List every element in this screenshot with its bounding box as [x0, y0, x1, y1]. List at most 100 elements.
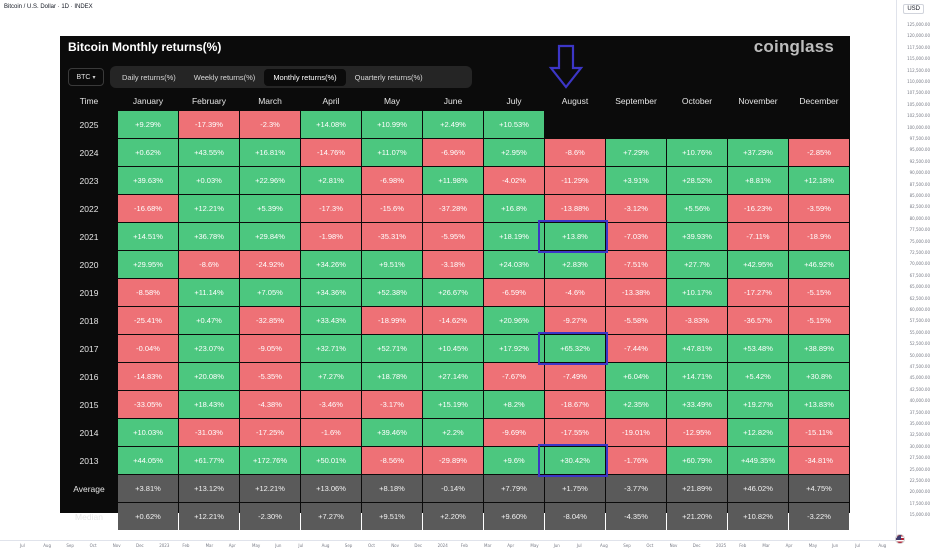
- time-tick: Mar: [484, 543, 492, 548]
- price-tick: 82,500.00: [909, 204, 930, 210]
- table-cell: -2.3%: [240, 111, 300, 138]
- price-tick: 60,000.00: [909, 307, 930, 312]
- table-cell: +1.75%: [545, 475, 605, 502]
- header-month: January: [132, 96, 164, 106]
- table-cell: +16.81%: [240, 139, 300, 166]
- time-tick: Aug: [600, 543, 608, 548]
- price-tick: 72,500.00: [909, 250, 930, 255]
- symbol-title[interactable]: Bitcoin / U.S. Dollar · 1D · INDEX: [4, 4, 93, 10]
- header-month: March: [258, 96, 282, 106]
- tab-weekly[interactable]: Weekly returns(%): [193, 72, 256, 82]
- table-cell: -17.25%: [240, 419, 300, 446]
- table-cell: +29.84%: [240, 223, 300, 250]
- time-tick: Nov: [112, 543, 121, 548]
- coin-select[interactable]: BTC ▾: [68, 68, 104, 86]
- year-label: 2025: [79, 120, 99, 130]
- table-cell: +39.63%: [118, 167, 178, 194]
- table-cell: -17.39%: [179, 111, 239, 138]
- table-cell: +33.49%: [667, 391, 727, 418]
- currency-button[interactable]: USD: [903, 4, 924, 14]
- year-label: 2022: [79, 204, 99, 214]
- table-cell: -24.92%: [240, 251, 300, 278]
- table-cell: +18.43%: [179, 391, 239, 418]
- table-cell: +30.8%: [789, 363, 849, 390]
- table-cell: +0.62%: [118, 139, 178, 166]
- table-cell: +44.05%: [118, 447, 178, 474]
- time-axis[interactable]: Jul Aug Sep Oct Nov Dec 2023 Feb Mar Apr May Jun Jul…: [0, 540, 896, 550]
- time-tick: Jul: [576, 543, 582, 548]
- time-tick: 2025: [716, 543, 727, 548]
- table-cell: -6.96%: [423, 139, 483, 166]
- time-tick: Jul: [855, 543, 861, 548]
- price-tick: 80,000.00: [909, 215, 930, 221]
- table-cell: +32.71%: [301, 335, 361, 362]
- table-cell: -13.38%: [606, 279, 666, 306]
- table-cell: -3.18%: [423, 251, 483, 278]
- price-tick: 37,500.00: [909, 409, 930, 415]
- table-cell: +10.99%: [362, 111, 422, 138]
- table-cell: +26.67%: [423, 279, 483, 306]
- table-cell: -7.51%: [606, 251, 666, 278]
- price-tick: 42,500.00: [909, 386, 930, 392]
- price-tick: 125,000.00: [907, 22, 930, 27]
- table-cell: +12.82%: [728, 419, 788, 446]
- table-cell: +22.96%: [240, 167, 300, 194]
- table-cell: +23.07%: [179, 335, 239, 362]
- table-cell: +11.98%: [423, 167, 483, 194]
- table-cell: +27.7%: [667, 251, 727, 278]
- table-cell: +12.21%: [179, 195, 239, 222]
- table-cell: +20.96%: [484, 307, 544, 334]
- price-axis[interactable]: USD 125,000.00 120,000.00 117,500.00 115,00…: [896, 0, 932, 540]
- price-tick: 40,000.00: [909, 398, 930, 404]
- tab-monthly[interactable]: Monthly returns(%): [264, 68, 346, 86]
- year-label: 2018: [79, 316, 99, 326]
- table-cell: +47.81%: [667, 335, 727, 362]
- time-tick: Mar: [205, 543, 214, 548]
- table-cell: +7.79%: [484, 475, 544, 502]
- table-cell: +34.36%: [301, 279, 361, 306]
- table-cell: +34.26%: [301, 251, 361, 278]
- table-cell: +13.83%: [789, 391, 849, 418]
- table-cell: +42.95%: [728, 251, 788, 278]
- table-cell: +10.53%: [484, 111, 544, 138]
- table-cell: -16.68%: [118, 195, 178, 222]
- table-cell: +10.45%: [423, 335, 483, 362]
- table-cell: -14.83%: [118, 363, 178, 390]
- table-cell: -17.27%: [728, 279, 788, 306]
- table-cell: +39.93%: [667, 223, 727, 250]
- price-tick: 70,000.00: [909, 261, 930, 267]
- table-cell: +8.2%: [484, 391, 544, 418]
- time-tick: May: [252, 543, 261, 548]
- time-tick: Oct: [368, 543, 375, 548]
- price-tick: 90,000.00: [909, 170, 930, 176]
- table-cell: +13.06%: [301, 475, 361, 502]
- table-cell: -3.83%: [667, 307, 727, 334]
- year-label: 2024: [79, 148, 99, 158]
- table-cell: +14.51%: [118, 223, 178, 250]
- table-cell: -7.11%: [728, 223, 788, 250]
- table-cell: +61.77%: [179, 447, 239, 474]
- table-cell: +10.17%: [667, 279, 727, 306]
- panel-title: Bitcoin Monthly returns(%): [68, 40, 222, 54]
- table-cell: +33.43%: [301, 307, 361, 334]
- table-cell: -2.85%: [789, 139, 849, 166]
- tab-quarterly[interactable]: Quarterly returns(%): [354, 72, 423, 82]
- table-cell: +2.49%: [423, 111, 483, 138]
- tab-daily[interactable]: Daily returns(%): [122, 72, 176, 82]
- table-cell: -5.58%: [606, 307, 666, 334]
- summary-label: Average: [73, 484, 105, 494]
- table-cell: +2.2%: [423, 419, 483, 446]
- table-cell: -2.30%: [240, 503, 300, 530]
- table-cell: +17.92%: [484, 335, 544, 362]
- price-tick: 105,000.00: [907, 101, 930, 107]
- table-cell: +19.27%: [728, 391, 788, 418]
- header-time: Time: [79, 96, 99, 106]
- us-flag-icon: [895, 534, 905, 544]
- returns-tabs: Daily returns(%) Weekly returns(%) Month…: [110, 66, 472, 88]
- time-tick: Jul: [298, 543, 304, 548]
- price-tick: 30,000.00: [909, 443, 930, 449]
- time-tick: Sep: [344, 543, 353, 548]
- table-cell: -3.17%: [362, 391, 422, 418]
- table-cell: -8.04%: [545, 503, 605, 530]
